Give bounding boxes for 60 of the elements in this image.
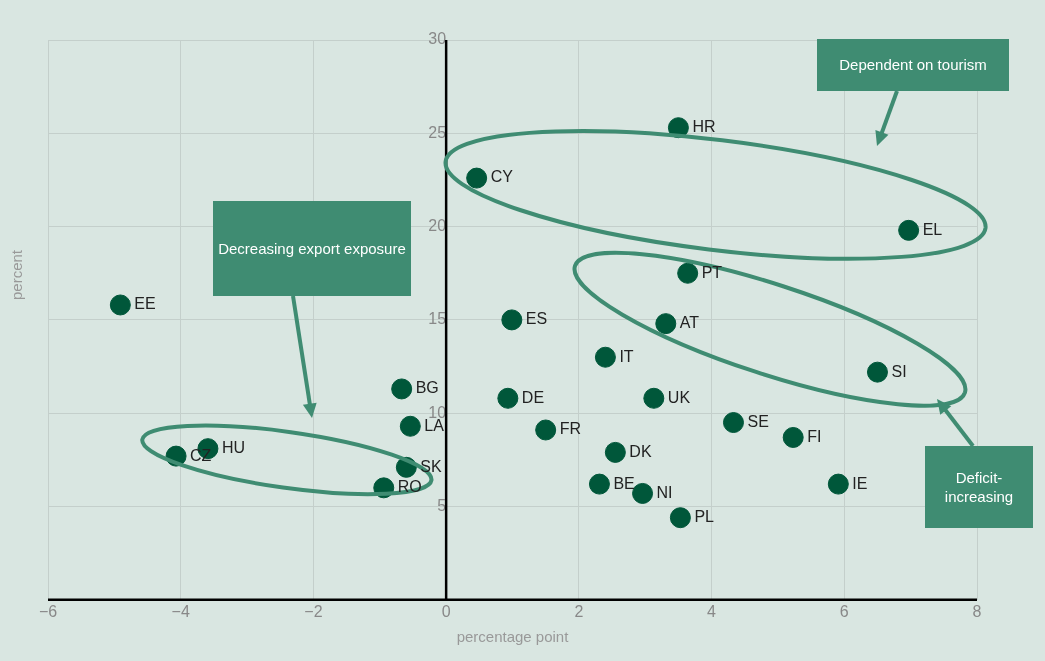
annotation: FI [807,427,822,445]
point [898,219,920,241]
annotation: DE [521,388,545,406]
point [109,294,131,316]
x-tick-label: 6 [839,602,849,620]
point [497,387,519,409]
point [535,419,557,441]
point [643,387,665,409]
point [604,441,626,463]
point [655,313,677,335]
y-tick-label: 25 [428,123,447,141]
annotation: HU [221,439,246,457]
annotation: PT [701,263,723,281]
point [669,507,691,529]
callout-box: Deficit-increasing [925,446,1033,528]
annotation: ES [525,310,548,328]
annotation: BE [613,474,635,492]
annotation: EL [922,220,943,238]
x-tick-label: 0 [441,602,451,620]
annotation: IT [619,347,634,365]
annotation: FR [559,420,582,438]
y-tick-label: 5 [437,496,447,514]
point [391,378,413,400]
x-tick-label: −6 [38,602,58,620]
annotation: PL [694,508,715,526]
point [466,167,488,189]
x-tick-label: 2 [574,602,584,620]
annotation: IE [852,474,868,492]
annotation: CY [490,168,514,186]
x-tick-label: 4 [707,602,717,620]
y-tick-label: 15 [428,310,447,328]
point [588,473,610,495]
callout-box: Decreasing export exposure [213,201,411,296]
annotation: SI [891,362,907,380]
y-tick-label: 20 [428,217,447,235]
x-tick-label: −4 [171,602,190,620]
x-tick-label: 8 [972,602,982,620]
point [866,361,888,383]
annotation: UK [667,388,691,406]
point [827,473,849,495]
point [594,346,616,368]
annotation: AT [679,314,700,332]
callout-box: Dependent on tourism [817,39,1009,91]
point [722,412,744,434]
x-axis-title: percentage point [456,628,570,646]
y-tick-label: 30 [428,30,447,48]
annotation: SK [420,457,442,475]
point [399,415,421,437]
point [632,482,654,504]
point [677,262,699,284]
annotation: HR [692,118,716,136]
point [501,309,523,331]
annotation: DK [629,442,652,460]
annotation: SE [747,412,769,430]
y-axis-title: percent [8,249,25,300]
annotation: BG [415,379,439,397]
x-tick-label: −2 [304,602,323,620]
point [782,426,804,448]
annotation: NI [656,483,673,501]
annotation: EE [134,295,156,313]
